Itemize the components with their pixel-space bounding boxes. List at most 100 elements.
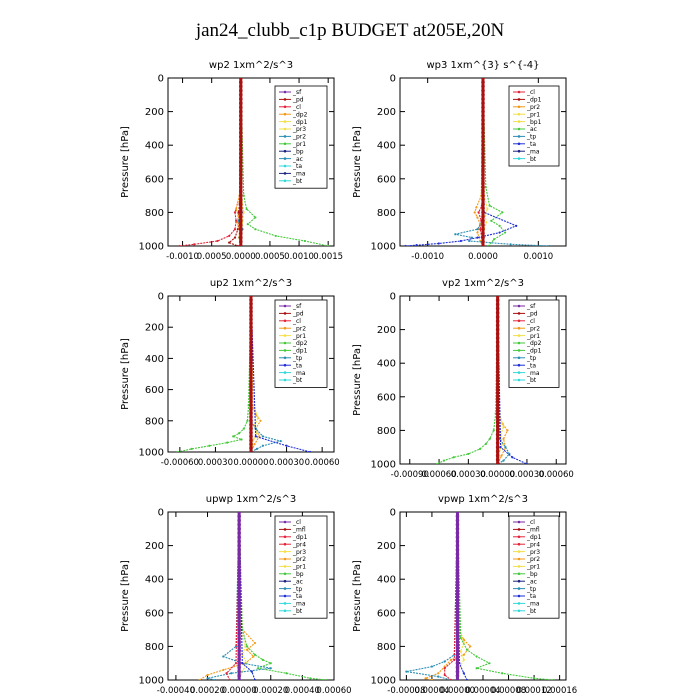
series-point: [214, 678, 217, 680]
series-point: [455, 560, 460, 565]
y-tick-label: 200: [377, 107, 396, 118]
series-point: [481, 147, 485, 152]
legend-marker: [517, 319, 521, 323]
y-tick-label: 600: [145, 608, 164, 619]
legend-marker: [517, 112, 521, 116]
series-point: [455, 598, 460, 602]
x-tick-label: 0.00000: [480, 470, 515, 480]
x-tick-label: 0.00030: [269, 458, 304, 468]
legend-marker: [283, 349, 287, 352]
series-point: [249, 325, 253, 330]
series-point: [481, 223, 485, 227]
series-point: [239, 126, 243, 131]
legend-label: _pr2: [292, 134, 306, 141]
legend-label: _bt: [526, 608, 537, 615]
legend-marker: [283, 609, 287, 613]
series-point: [249, 403, 253, 408]
series-point: [495, 353, 500, 357]
series-point: [488, 662, 491, 665]
series-point: [208, 444, 211, 447]
series-point: [239, 109, 243, 114]
y-axis-label: Pressure [hPa]: [352, 560, 363, 632]
series-point: [455, 552, 460, 556]
series-point: [455, 535, 460, 539]
legend-marker: [517, 98, 521, 101]
series-point: [259, 419, 262, 422]
y-axis-label: Pressure [hPa]: [120, 126, 131, 198]
series-point: [481, 80, 485, 84]
legend-label: _pr4: [292, 541, 306, 548]
chart-panel-6: vpwp 1xm^2/s^3 0 200 400 600 800 1000 Pressure …: [352, 494, 577, 696]
series-line: [444, 512, 459, 680]
series-point: [239, 143, 243, 147]
legend-marker: [517, 602, 521, 605]
legend-label: _ma: [526, 148, 540, 155]
y-axis-label: Pressure [hPa]: [120, 560, 131, 632]
series-point: [269, 662, 272, 665]
legend-label: _pr1: [292, 141, 306, 148]
series-point: [233, 236, 237, 239]
series-point: [237, 552, 241, 556]
legend-label: _mfl: [292, 527, 306, 534]
series-point: [455, 632, 460, 636]
series-point: [237, 611, 241, 615]
series-point: [228, 234, 231, 238]
series-point: [237, 627, 241, 632]
series-point: [475, 655, 478, 658]
series-point: [237, 548, 241, 552]
legend-label: _dp1: [526, 534, 542, 541]
series-point: [498, 231, 501, 234]
x-tick-label: -0.00008: [387, 686, 425, 696]
series-point: [481, 101, 485, 105]
series-point: [236, 221, 239, 224]
series-point: [455, 548, 460, 552]
legend-label: _bt: [292, 178, 303, 185]
series-point: [486, 207, 489, 211]
x-tick-label: 0.0010: [523, 252, 553, 262]
series-point: [253, 678, 257, 680]
series-point: [481, 244, 485, 246]
series-point: [481, 177, 485, 181]
series-point: [236, 228, 239, 231]
series-point: [239, 202, 243, 206]
series-point: [249, 411, 253, 415]
series-point: [252, 438, 255, 441]
series-point: [455, 611, 460, 615]
series-point: [532, 677, 536, 680]
series-point: [206, 677, 209, 680]
x-tick-label: 0.0000: [226, 252, 256, 262]
series-point: [255, 447, 259, 450]
plot-frame: [399, 295, 567, 465]
legend-label: _pr3: [526, 549, 540, 556]
series-point: [492, 429, 495, 432]
legend-marker: [283, 550, 287, 553]
series-point: [235, 207, 238, 211]
series-point: [455, 594, 460, 598]
series-point: [239, 168, 243, 173]
legend-marker: [283, 157, 287, 160]
y-tick-label: 0: [158, 508, 164, 519]
series-point: [190, 447, 193, 450]
x-tick-label: 0.0005: [197, 252, 227, 262]
series-point: [509, 243, 512, 246]
series-point: [239, 160, 243, 164]
series-point: [237, 615, 241, 619]
series-point: [249, 395, 253, 400]
series-point: [504, 231, 507, 234]
series-point: [255, 432, 259, 435]
series-point: [495, 428, 500, 433]
legend-marker: [283, 112, 287, 116]
legend-marker: [283, 135, 287, 138]
y-tick-label: 1000: [139, 448, 164, 459]
y-tick-label: 200: [145, 323, 164, 334]
series-point: [239, 84, 243, 89]
series-point: [237, 678, 241, 680]
series-point: [495, 357, 500, 361]
legend-marker: [517, 105, 521, 109]
legend-label: _bt: [526, 377, 537, 384]
series-point: [239, 147, 243, 152]
series-point: [249, 360, 253, 365]
chart-title: wp3 1xm^{3} s^{-4}: [426, 60, 539, 71]
x-tick-label: -0.00090: [391, 470, 429, 480]
series-point: [495, 395, 500, 399]
